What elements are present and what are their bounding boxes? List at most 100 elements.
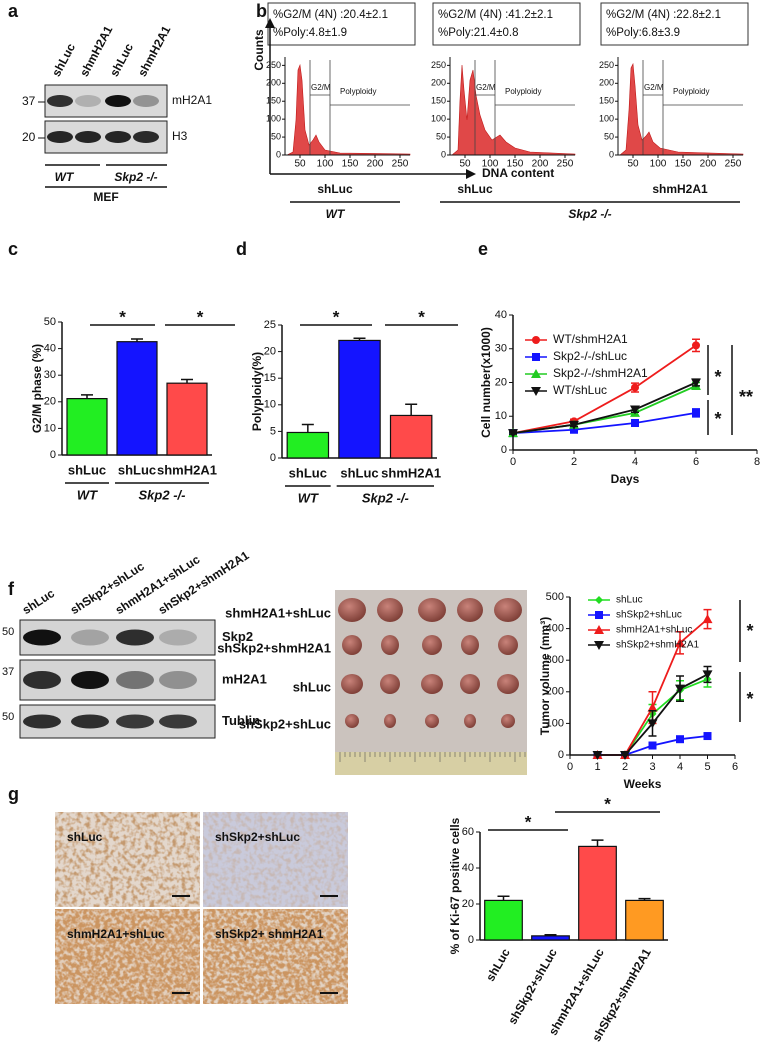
- histogram-area: [451, 64, 576, 156]
- tumor: [461, 635, 479, 655]
- x-axis-label: Days: [611, 472, 640, 486]
- group-label: WT: [77, 487, 98, 502]
- tumor: [501, 714, 515, 728]
- y-tick-label: 200: [431, 78, 446, 88]
- blot-band: [23, 629, 61, 646]
- y-tick-label: 40: [44, 343, 56, 355]
- histogram: [286, 60, 411, 156]
- blot-band: [116, 671, 154, 689]
- ihc-stain: [55, 812, 200, 907]
- x-tick-label: shLuc: [118, 462, 156, 477]
- gate-label: G2/M: [311, 83, 331, 92]
- y-tick-label: 150: [431, 96, 446, 106]
- series-line: [512, 381, 697, 435]
- marker: [630, 405, 640, 415]
- x-tick-label: 150: [342, 159, 359, 170]
- blot-band: [71, 671, 109, 689]
- marker: [676, 735, 684, 744]
- x-tick-label: 1: [594, 761, 600, 773]
- tumor: [494, 598, 522, 622]
- x-tick-label: 4: [632, 456, 638, 468]
- tumor: [341, 674, 363, 694]
- y-tick-label: 150: [266, 96, 281, 106]
- marker: [594, 625, 604, 634]
- stats-text: %Poly:21.4±0.8: [438, 27, 518, 39]
- y-tick-label: 0: [441, 149, 446, 159]
- x-tick-label: 0: [567, 761, 573, 773]
- x-tick-label: 6: [732, 761, 738, 773]
- stats-box: [432, 2, 581, 46]
- bar: [531, 935, 570, 941]
- histogram-area: [286, 63, 411, 156]
- ihc-label: shmH2A1+shLuc: [67, 927, 165, 941]
- x-tick-label: 100: [317, 159, 334, 170]
- blot-band: [116, 629, 154, 646]
- x-tick-label: 200: [532, 159, 549, 170]
- legend-label: shLuc: [616, 595, 643, 606]
- lane-label: shLuc: [20, 586, 58, 617]
- condition-label: shLuc: [317, 182, 353, 196]
- significance-mark: **: [739, 387, 753, 407]
- tumor: [460, 674, 480, 694]
- y-tick-label: 0: [468, 934, 474, 946]
- error-bar: [638, 897, 651, 901]
- ihc-stain: [203, 812, 348, 907]
- blot-band: [159, 671, 197, 689]
- gate-label: Polyploidy: [673, 87, 709, 96]
- gate-label: G2/M: [476, 83, 496, 92]
- blot-band: [71, 714, 109, 729]
- blot-band: [75, 95, 101, 107]
- x-tick-label: 100: [650, 159, 667, 170]
- x-tick-label: 50: [294, 159, 306, 170]
- blot-band: [23, 671, 61, 689]
- tumor: [421, 674, 443, 694]
- ihc-label: shSkp2+shLuc: [215, 830, 300, 844]
- y-axis-label: Polyploidy(%): [250, 352, 264, 431]
- x-tick-label: shmH2A1: [157, 462, 217, 477]
- y-axis-label: % of Ki-67 positive cells: [448, 817, 462, 954]
- bar: [578, 845, 617, 941]
- tumor: [425, 714, 439, 728]
- group-label: Skp2 -/-: [114, 170, 157, 184]
- x-tick-label: 200: [700, 159, 717, 170]
- x-tick-label: 3: [649, 761, 655, 773]
- tumor: [381, 635, 399, 655]
- tumor: [338, 598, 366, 622]
- panel-letter: b: [256, 1, 267, 21]
- y-tick-label: 50: [271, 131, 281, 141]
- marker: [592, 751, 603, 760]
- tumor: [384, 714, 396, 728]
- significance-mark: *: [525, 812, 532, 831]
- y-tick-label: 10: [495, 410, 507, 422]
- marker: [569, 420, 579, 430]
- x-tick-label: 150: [675, 159, 692, 170]
- blot-band: [159, 629, 197, 646]
- error-bar: [591, 839, 604, 847]
- significance-mark: *: [333, 307, 340, 326]
- lane-label: shLuc: [107, 41, 136, 79]
- error-bar: [544, 934, 557, 936]
- bar: [66, 398, 108, 456]
- panel-letter: f: [8, 579, 15, 599]
- protein-label: H3: [172, 129, 188, 143]
- stats-text: %G2/M (4N) :22.8±2.1: [606, 9, 721, 21]
- ruler: [335, 752, 527, 775]
- y-tick-label: 200: [266, 78, 281, 88]
- marker: [595, 596, 603, 604]
- legend-label: WT/shmH2A1: [553, 332, 628, 346]
- y-tick-label: 0: [270, 452, 276, 464]
- bar: [389, 414, 433, 459]
- error-bar: [353, 337, 366, 341]
- y-tick-label: 100: [431, 114, 446, 124]
- significance-mark: *: [604, 794, 611, 813]
- y-tick-label: 100: [266, 114, 281, 124]
- marker: [532, 353, 540, 361]
- group-label: WT: [55, 170, 75, 184]
- marker-label: 37: [2, 666, 14, 678]
- tumor-row-label: shLuc: [293, 679, 331, 694]
- genotype-label: Skp2 -/-: [568, 207, 611, 221]
- x-tick-label: shLuc: [289, 465, 327, 480]
- stats-text: %Poly:4.8±1.9: [273, 27, 347, 39]
